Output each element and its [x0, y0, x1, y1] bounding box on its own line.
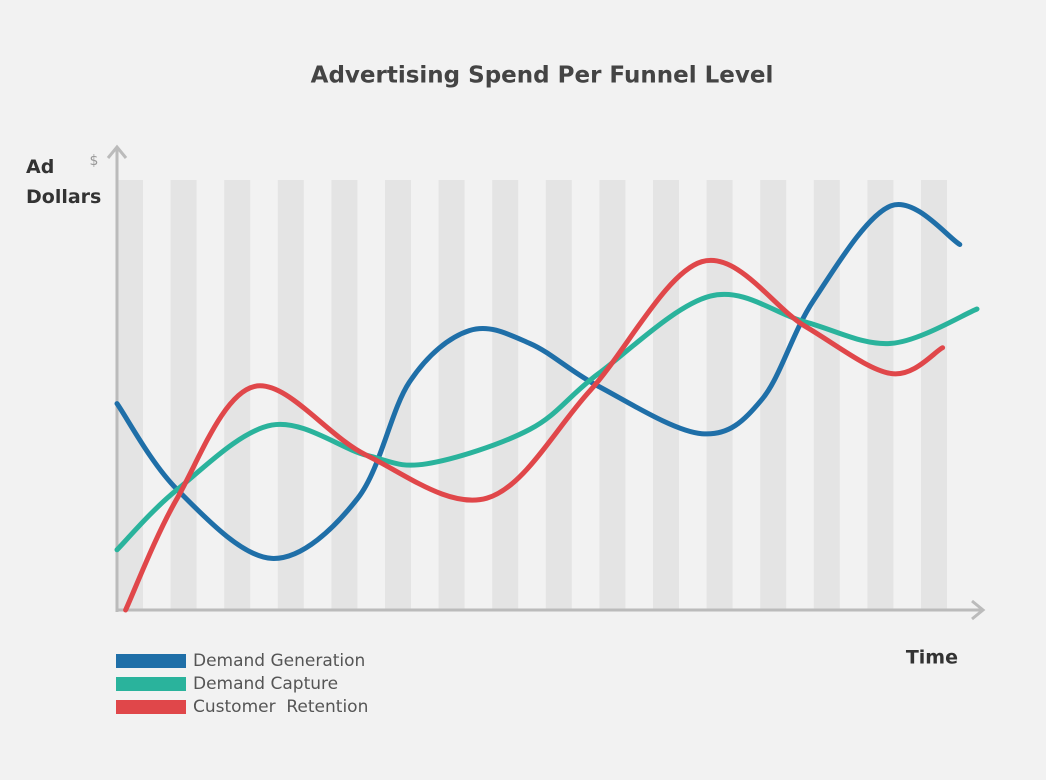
series-line [114, 201, 963, 561]
lines [114, 201, 980, 613]
legend-label: Customer Retention [193, 697, 368, 717]
x-axis-label: Time [906, 647, 958, 669]
stripe [385, 180, 411, 610]
chart-title: Advertising Spend Per Funnel Level [311, 63, 774, 89]
series-line [114, 292, 980, 553]
stripe [867, 180, 894, 610]
stripes [117, 180, 947, 610]
stripe [706, 180, 733, 610]
legend-label: Demand Capture [193, 674, 338, 694]
x-arrow [971, 599, 986, 621]
stripe [813, 180, 840, 610]
y-axis-label: Ad Dollars [26, 156, 102, 208]
stripe [438, 180, 465, 610]
legend-swatch [116, 677, 186, 691]
stripe [331, 180, 358, 610]
stripe [921, 180, 947, 610]
legend-swatch [116, 700, 186, 714]
y-unit: $ [90, 153, 99, 169]
y-arrow [106, 144, 128, 159]
stripe [653, 180, 679, 610]
legend-swatch [116, 654, 186, 668]
stripe [545, 180, 572, 610]
legend: Demand Generation Demand Capture Customer … [116, 651, 368, 717]
legend-label: Demand Generation [193, 651, 365, 671]
stripe [492, 180, 519, 610]
stripe [170, 180, 197, 610]
series-line [123, 257, 946, 613]
